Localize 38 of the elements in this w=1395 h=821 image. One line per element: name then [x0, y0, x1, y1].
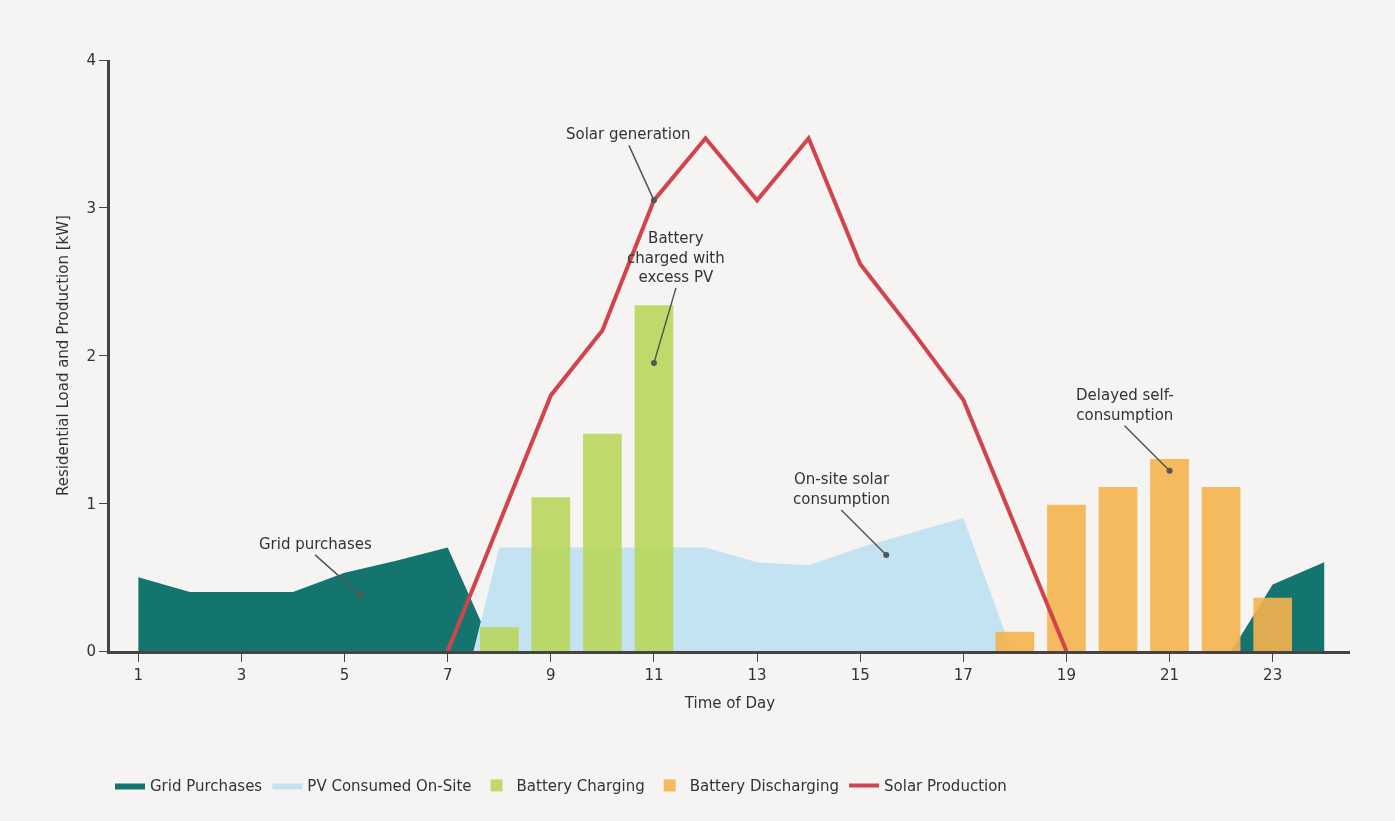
bar: [1253, 597, 1292, 651]
x-tick-label: 23: [1263, 666, 1283, 684]
x-tick-label: 17: [953, 666, 973, 684]
legend-label: Battery Discharging: [689, 777, 840, 796]
y-tick-label: 3: [86, 199, 96, 217]
x-tick-label: 9: [546, 666, 556, 684]
bar: [995, 631, 1035, 651]
legend-label: Solar Production: [884, 777, 1007, 796]
x-tick-label: 7: [442, 666, 453, 684]
x-tick-label: 5: [339, 666, 350, 684]
bar: [634, 305, 674, 651]
bar: [1150, 458, 1189, 651]
y-tick-label: 0: [86, 642, 96, 661]
x-axis-title: Time of Day: [683, 694, 776, 712]
x-tick-label: 13: [747, 666, 767, 684]
x-tick-label: 3: [236, 666, 247, 684]
legend-label: PV Consumed On-Site: [307, 777, 472, 796]
bar: [1201, 487, 1241, 651]
legend-label: Battery Charging: [516, 777, 645, 796]
x-tick-label: 19: [1056, 666, 1076, 684]
annotation: Grid purchases: [259, 535, 373, 553]
y-tick-label: 2: [86, 346, 96, 365]
y-tick-label: 1: [86, 494, 96, 513]
y-axis-title: Residential Load and Production [kW]: [53, 215, 72, 496]
legend-label: Grid Purchases: [150, 777, 263, 796]
annotation: On-site solar consumption: [793, 470, 891, 508]
x-tick-label: 15: [850, 666, 870, 684]
bar: [1098, 487, 1138, 651]
bar: [479, 627, 519, 651]
annotation: Delayed self- consumption: [1076, 386, 1174, 424]
bar: [1047, 504, 1086, 651]
x-tick-label: 11: [644, 666, 664, 684]
y-tick-label: 4: [86, 51, 96, 70]
x-tick-label: 21: [1159, 666, 1180, 684]
bar: [531, 497, 571, 651]
annotation: Solar generation: [566, 125, 691, 143]
bar: [583, 433, 622, 651]
x-tick-label: 1: [133, 666, 144, 684]
